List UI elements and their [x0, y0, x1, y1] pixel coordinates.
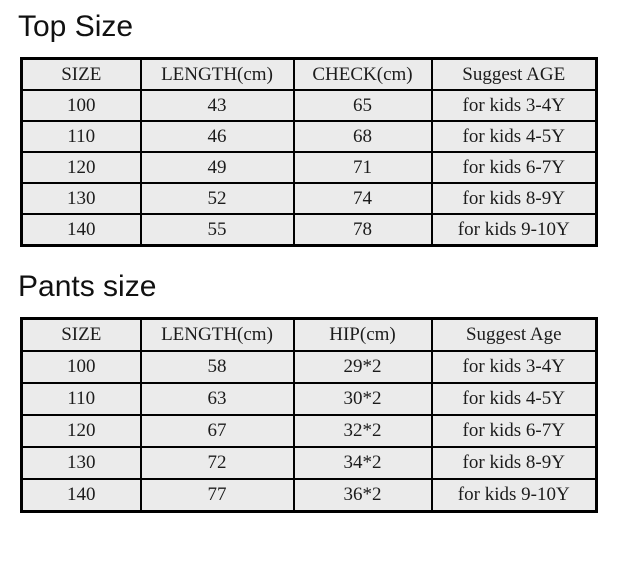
- table-row: 110 63 30*2 for kids 4-5Y: [20, 382, 598, 416]
- cell-age: for kids 6-7Y: [430, 414, 598, 448]
- cell-size: 120: [20, 414, 142, 448]
- header-cell-hip: HIP(cm): [292, 317, 433, 352]
- cell-age: for kids 6-7Y: [430, 151, 598, 184]
- cell-size: 110: [20, 120, 142, 153]
- cell-size: 130: [20, 182, 142, 215]
- cell-age: for kids 4-5Y: [430, 382, 598, 416]
- table-row: 100 58 29*2 for kids 3-4Y: [20, 350, 598, 384]
- cell-age: for kids 4-5Y: [430, 120, 598, 153]
- pants-size-title: Pants size: [18, 270, 157, 303]
- cell-age: for kids 9-10Y: [430, 213, 598, 247]
- cell-hip: 30*2: [292, 382, 433, 416]
- cell-age: for kids 8-9Y: [430, 446, 598, 480]
- cell-length: 46: [139, 120, 295, 153]
- cell-size: 100: [20, 89, 142, 122]
- cell-length: 55: [139, 213, 295, 247]
- cell-length: 49: [139, 151, 295, 184]
- cell-length: 72: [139, 446, 295, 480]
- top-size-section: Top Size SIZE LENGTH(cm) CHECK(cm) Sugge…: [18, 8, 619, 247]
- table-row: 120 67 32*2 for kids 6-7Y: [20, 414, 598, 448]
- cell-size: 120: [20, 151, 142, 184]
- top-size-table: SIZE LENGTH(cm) CHECK(cm) Suggest AGE 10…: [20, 57, 598, 247]
- cell-check: 71: [292, 151, 433, 184]
- cell-check: 68: [292, 120, 433, 153]
- pants-size-table: SIZE LENGTH(cm) HIP(cm) Suggest Age 100 …: [20, 317, 598, 513]
- cell-hip: 34*2: [292, 446, 433, 480]
- header-cell-size: SIZE: [20, 57, 142, 91]
- header-cell-length: LENGTH(cm): [139, 317, 295, 352]
- cell-length: 58: [139, 350, 295, 384]
- table-row: 140 77 36*2 for kids 9-10Y: [20, 478, 598, 513]
- table-row: 100 43 65 for kids 3-4Y: [20, 89, 598, 122]
- cell-age: for kids 9-10Y: [430, 478, 598, 513]
- cell-hip: 29*2: [292, 350, 433, 384]
- table-row: 120 49 71 for kids 6-7Y: [20, 151, 598, 184]
- cell-length: 67: [139, 414, 295, 448]
- header-cell-length: LENGTH(cm): [139, 57, 295, 91]
- cell-size: 140: [20, 213, 142, 247]
- cell-size: 100: [20, 350, 142, 384]
- header-cell-check: CHECK(cm): [292, 57, 433, 91]
- cell-age: for kids 8-9Y: [430, 182, 598, 215]
- header-cell-age: Suggest Age: [430, 317, 598, 352]
- cell-hip: 36*2: [292, 478, 433, 513]
- table-row: 110 46 68 for kids 4-5Y: [20, 120, 598, 153]
- cell-age: for kids 3-4Y: [430, 350, 598, 384]
- cell-length: 43: [139, 89, 295, 122]
- cell-size: 110: [20, 382, 142, 416]
- cell-length: 63: [139, 382, 295, 416]
- table-row: 130 72 34*2 for kids 8-9Y: [20, 446, 598, 480]
- header-cell-size: SIZE: [20, 317, 142, 352]
- cell-length: 52: [139, 182, 295, 215]
- pants-size-section: Pants size SIZE LENGTH(cm) HIP(cm) Sugge…: [18, 268, 619, 513]
- cell-size: 130: [20, 446, 142, 480]
- size-chart-sheet: Top Size SIZE LENGTH(cm) CHECK(cm) Sugge…: [18, 8, 619, 513]
- cell-check: 78: [292, 213, 433, 247]
- top-size-title: Top Size: [18, 10, 134, 43]
- cell-size: 140: [20, 478, 142, 513]
- cell-check: 74: [292, 182, 433, 215]
- header-cell-age: Suggest AGE: [430, 57, 598, 91]
- cell-age: for kids 3-4Y: [430, 89, 598, 122]
- table-header-row: SIZE LENGTH(cm) HIP(cm) Suggest Age: [20, 317, 598, 352]
- cell-hip: 32*2: [292, 414, 433, 448]
- cell-check: 65: [292, 89, 433, 122]
- table-row: 130 52 74 for kids 8-9Y: [20, 182, 598, 215]
- table-row: 140 55 78 for kids 9-10Y: [20, 213, 598, 247]
- cell-length: 77: [139, 478, 295, 513]
- table-header-row: SIZE LENGTH(cm) CHECK(cm) Suggest AGE: [20, 57, 598, 91]
